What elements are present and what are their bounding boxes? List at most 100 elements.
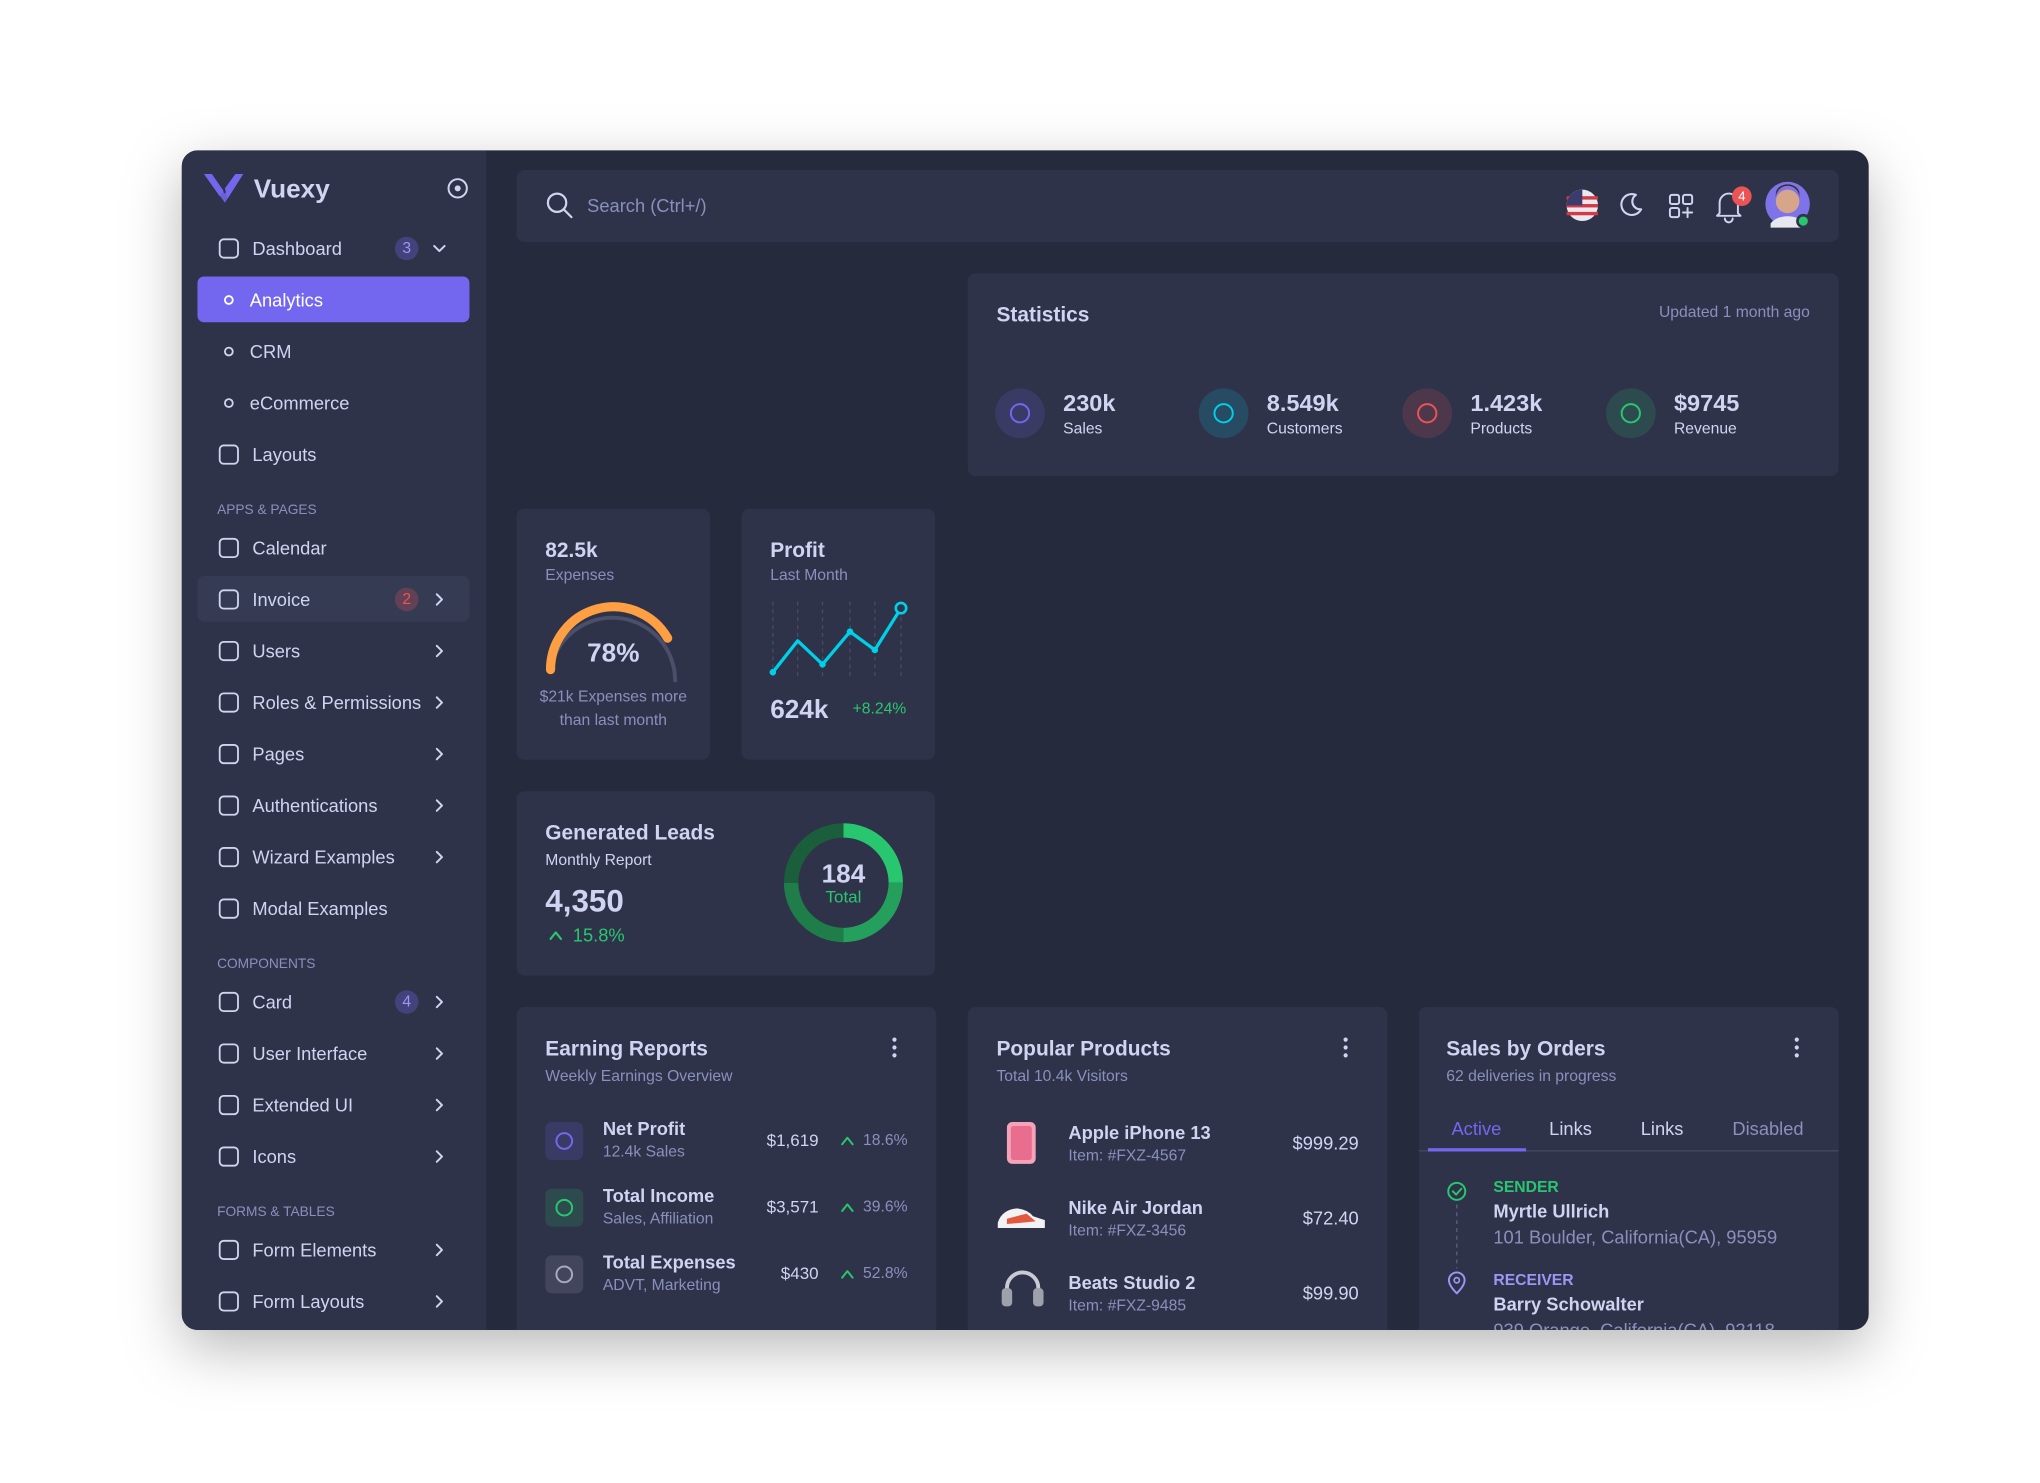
card-subtitle: 62 deliveries in progress <box>1446 1068 1616 1085</box>
moon-icon[interactable] <box>1620 193 1643 216</box>
tab[interactable]: Links <box>1641 1118 1684 1139</box>
up-arrow <box>841 1136 854 1146</box>
sidebar-item[interactable]: Extended UI <box>252 1095 353 1116</box>
avatar-face <box>1775 189 1800 214</box>
sidebar-item[interactable]: Users <box>252 641 300 662</box>
tab[interactable]: Active <box>1451 1118 1501 1139</box>
expenses-card <box>516 508 711 760</box>
menu-dot[interactable] <box>892 1045 897 1050</box>
row-icon-bg <box>545 1188 584 1227</box>
up-arrow <box>549 931 563 941</box>
sidebar <box>181 150 487 1330</box>
spark-dot <box>819 661 826 668</box>
product-name: Nike Air Jordan <box>1068 1197 1203 1218</box>
sidebar-item[interactable]: Layouts <box>252 444 316 465</box>
profit-card <box>741 508 935 760</box>
card-note: $21k Expenses more <box>540 689 688 706</box>
menu-icon <box>218 1043 239 1064</box>
products-card <box>967 1006 1388 1330</box>
sender-icon <box>1447 1181 1467 1201</box>
menu-icon <box>218 847 239 868</box>
row-subtitle: Sales, Affiliation <box>603 1210 713 1227</box>
menu-dot[interactable] <box>1343 1045 1348 1050</box>
sidebar-item[interactable]: Modal Examples <box>252 898 387 919</box>
menu-dot[interactable] <box>1794 1053 1799 1058</box>
chevron-right <box>435 799 443 812</box>
stat-label: Sales <box>1063 420 1102 437</box>
search-icon <box>546 192 568 213</box>
sidebar-item[interactable]: Pages <box>252 744 304 765</box>
sidebar-subitem[interactable]: Analytics <box>250 290 323 311</box>
card-subtitle: Expenses <box>545 567 614 584</box>
menu-dot[interactable] <box>1343 1037 1348 1042</box>
grid-icon[interactable] <box>1682 193 1694 206</box>
grid-icon[interactable] <box>1668 206 1681 219</box>
sidebar-item[interactable]: User Interface <box>252 1043 367 1064</box>
search-input[interactable]: Search (Ctrl+/) <box>587 195 706 216</box>
tab[interactable]: Links <box>1549 1118 1592 1139</box>
menu-dot[interactable] <box>892 1037 897 1042</box>
sidebar-item[interactable]: Form Elements <box>252 1239 376 1260</box>
notification-badge-bg <box>1732 186 1752 206</box>
sidebar-item[interactable]: Roles & Permissions <box>252 692 421 713</box>
entry-name: Barry Schowalter <box>1493 1293 1644 1314</box>
menu-dot[interactable] <box>1794 1045 1799 1050</box>
product-price: $999.29 <box>1293 1132 1359 1153</box>
row-icon-bg <box>545 1255 584 1294</box>
entry-address: 101 Boulder, California(CA), 95959 <box>1493 1227 1777 1248</box>
sidebar-item[interactable]: Invoice <box>252 589 310 610</box>
sidebar-item[interactable]: Dashboard <box>252 238 342 259</box>
donut-segment <box>843 882 903 943</box>
brand-logo-part <box>204 173 244 203</box>
receiver-icon-dot <box>1453 1276 1461 1284</box>
stat-icon-bg <box>1605 388 1656 439</box>
menu-icon <box>218 444 239 465</box>
gauge-track <box>548 615 678 683</box>
spark-end <box>894 601 908 615</box>
product-price: $72.40 <box>1303 1207 1359 1228</box>
stat-icon-bg <box>995 388 1045 439</box>
sidebar-toggle[interactable] <box>447 178 468 199</box>
stat-value: 1.423k <box>1470 390 1543 416</box>
sidebar-subitem[interactable]: CRM <box>250 341 292 362</box>
card-value: 4,350 <box>545 884 624 919</box>
sidebar-item[interactable]: Wizard Examples <box>252 847 394 868</box>
grid-icon[interactable] <box>1668 193 1681 206</box>
sidebar-item[interactable]: Card <box>252 991 292 1012</box>
search-icon-handle <box>562 208 573 219</box>
card-subtitle: Last Month <box>770 567 848 584</box>
row-title: Total Income <box>603 1185 715 1206</box>
spark-dot <box>846 628 854 635</box>
product-price: $99.90 <box>1303 1282 1359 1303</box>
change: 15.8% <box>573 925 625 946</box>
card-title: Earning Reports <box>545 1037 708 1060</box>
menu-icon <box>218 640 239 662</box>
card-title: Generated Leads <box>545 822 715 845</box>
badge-bg <box>394 587 419 612</box>
stat-icon <box>1417 403 1438 424</box>
menu-icon <box>218 898 239 919</box>
sidebar-item[interactable]: Authentications <box>252 795 377 816</box>
stat-icon-bg <box>1198 388 1249 439</box>
up-arrow <box>841 1203 854 1212</box>
sidebar-toggle-dot <box>454 185 461 192</box>
flag-stripe <box>1566 211 1598 216</box>
sub-item-dot <box>224 295 234 305</box>
chevron-right <box>435 1243 443 1257</box>
sidebar-item[interactable]: Form Layouts <box>252 1291 364 1312</box>
product-name: Apple iPhone 13 <box>1068 1122 1210 1143</box>
sidebar-heading: COMPONENTS <box>217 956 315 971</box>
entry-role: RECEIVER <box>1493 1272 1573 1289</box>
menu-dot[interactable] <box>892 1053 897 1058</box>
sidebar-item[interactable]: Icons <box>252 1146 296 1167</box>
product-image-screen <box>1010 1125 1032 1160</box>
card-title: Sales by Orders <box>1446 1037 1605 1060</box>
entry-role: SENDER <box>1493 1179 1558 1196</box>
active-item-bg[interactable] <box>197 276 470 323</box>
menu-dot[interactable] <box>1343 1053 1348 1058</box>
row-icon <box>555 1132 574 1150</box>
menu-dot[interactable] <box>1794 1037 1799 1042</box>
sidebar-subitem[interactable]: eCommerce <box>250 393 350 414</box>
menu-icon <box>218 991 239 1013</box>
sidebar-item[interactable]: Calendar <box>252 537 326 558</box>
